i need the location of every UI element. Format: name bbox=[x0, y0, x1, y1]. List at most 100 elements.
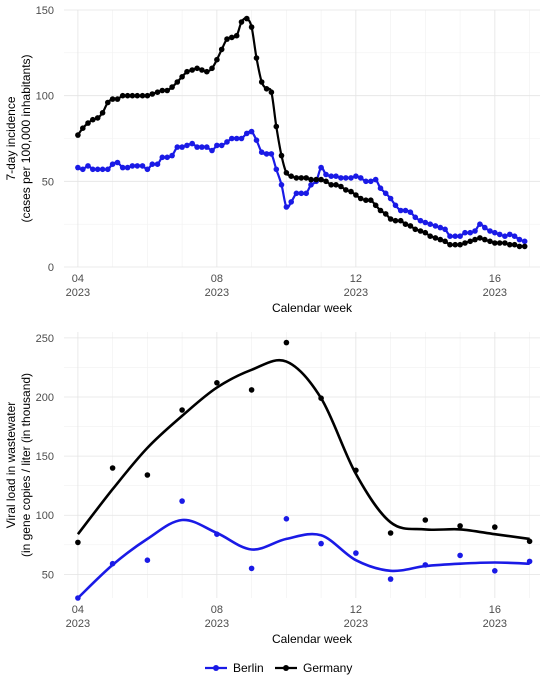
data-point-germany bbox=[144, 472, 151, 478]
y-axis-title: (in gene copies / liter (in thousand) bbox=[19, 373, 33, 557]
data-point-germany bbox=[328, 182, 335, 188]
data-point-berlin bbox=[368, 178, 374, 185]
data-point-germany bbox=[343, 187, 349, 193]
data-point-berlin bbox=[199, 144, 205, 150]
data-point-berlin bbox=[477, 221, 483, 227]
data-point-berlin bbox=[328, 173, 335, 179]
data-point-germany bbox=[338, 183, 344, 190]
x-tick-label: 08 bbox=[211, 604, 223, 616]
data-point-berlin bbox=[273, 166, 280, 173]
data-point-germany bbox=[75, 539, 81, 546]
x-tick-label: 04 bbox=[72, 604, 84, 616]
data-point-berlin bbox=[174, 144, 181, 150]
data-point-berlin bbox=[353, 173, 359, 179]
data-point-berlin bbox=[283, 516, 290, 522]
trend-line-berlin bbox=[77, 518, 530, 599]
data-point-berlin bbox=[412, 214, 419, 221]
data-point-germany bbox=[412, 226, 419, 233]
data-point-berlin bbox=[387, 195, 394, 202]
data-point-germany bbox=[482, 236, 488, 243]
data-point-berlin bbox=[516, 236, 523, 243]
data-point-germany bbox=[109, 96, 116, 102]
data-point-germany bbox=[447, 241, 453, 248]
data-point-berlin bbox=[214, 531, 220, 537]
data-point-berlin bbox=[224, 139, 230, 145]
data-point-germany bbox=[442, 238, 448, 245]
data-point-berlin bbox=[214, 142, 220, 149]
series-line-berlin bbox=[77, 130, 526, 243]
data-point-berlin bbox=[119, 164, 126, 171]
data-point-germany bbox=[233, 32, 240, 39]
data-point-berlin bbox=[105, 166, 111, 173]
data-point-germany bbox=[189, 67, 195, 73]
data-point-berlin bbox=[407, 209, 414, 215]
data-point-germany bbox=[248, 387, 255, 393]
data-point-berlin bbox=[496, 231, 503, 238]
data-point-berlin bbox=[233, 135, 240, 142]
data-point-germany bbox=[114, 96, 121, 102]
data-point-germany bbox=[214, 56, 220, 63]
y-tick-label: 100 bbox=[36, 510, 54, 522]
data-point-berlin bbox=[164, 154, 170, 161]
data-point-germany bbox=[368, 197, 374, 203]
data-point-germany bbox=[323, 178, 329, 185]
data-point-berlin bbox=[244, 130, 250, 137]
y-tick-label: 100 bbox=[36, 91, 54, 103]
data-point-berlin bbox=[492, 229, 498, 236]
data-point-berlin bbox=[392, 202, 399, 209]
data-point-germany bbox=[179, 407, 185, 413]
data-point-berlin bbox=[189, 140, 195, 147]
data-point-berlin bbox=[521, 238, 528, 245]
data-point-berlin bbox=[75, 164, 81, 171]
data-point-berlin bbox=[109, 560, 116, 567]
data-point-berlin bbox=[134, 163, 141, 169]
data-point-berlin bbox=[457, 233, 463, 239]
data-point-germany bbox=[85, 120, 91, 126]
data-point-germany bbox=[169, 84, 175, 90]
data-point-germany bbox=[492, 524, 498, 530]
x-tick-year: 2023 bbox=[344, 618, 368, 630]
data-point-berlin bbox=[432, 223, 439, 229]
data-point-germany bbox=[437, 236, 444, 243]
x-tick-label: 04 bbox=[72, 273, 84, 285]
data-point-berlin bbox=[258, 149, 265, 155]
data-point-berlin bbox=[442, 226, 448, 233]
data-point-germany bbox=[139, 92, 146, 99]
data-point-germany bbox=[273, 123, 280, 130]
data-point-berlin bbox=[99, 166, 106, 173]
x-tick-year: 2023 bbox=[66, 618, 90, 630]
data-point-germany bbox=[387, 530, 394, 536]
data-point-berlin bbox=[85, 163, 91, 169]
data-point-berlin bbox=[397, 207, 404, 214]
data-point-germany bbox=[174, 79, 181, 85]
data-point-berlin bbox=[348, 175, 354, 181]
data-point-berlin bbox=[308, 182, 314, 188]
data-point-germany bbox=[134, 92, 141, 99]
data-point-germany bbox=[382, 211, 389, 217]
data-point-germany bbox=[283, 170, 290, 176]
data-point-berlin bbox=[417, 217, 424, 224]
legend-marker-germany bbox=[283, 665, 289, 671]
data-point-germany bbox=[333, 182, 339, 188]
data-point-germany bbox=[392, 217, 399, 224]
data-point-germany bbox=[457, 241, 463, 248]
data-point-germany bbox=[372, 202, 379, 209]
data-point-germany bbox=[407, 223, 414, 229]
data-point-berlin bbox=[179, 144, 185, 150]
data-point-berlin bbox=[204, 144, 210, 150]
legend: Berlin Germany bbox=[205, 661, 352, 675]
data-point-germany bbox=[80, 125, 86, 131]
data-point-germany bbox=[422, 517, 429, 523]
x-tick-year: 2023 bbox=[205, 287, 229, 299]
data-point-berlin bbox=[283, 204, 290, 210]
data-point-berlin bbox=[80, 166, 86, 173]
data-point-berlin bbox=[382, 190, 389, 197]
x-tick-year: 2023 bbox=[483, 287, 507, 299]
data-point-germany bbox=[149, 91, 156, 97]
data-point-berlin bbox=[452, 233, 459, 239]
data-point-germany bbox=[397, 217, 404, 224]
trend-line-germany bbox=[76, 358, 530, 541]
data-point-germany bbox=[427, 233, 434, 239]
data-point-germany bbox=[477, 235, 483, 241]
